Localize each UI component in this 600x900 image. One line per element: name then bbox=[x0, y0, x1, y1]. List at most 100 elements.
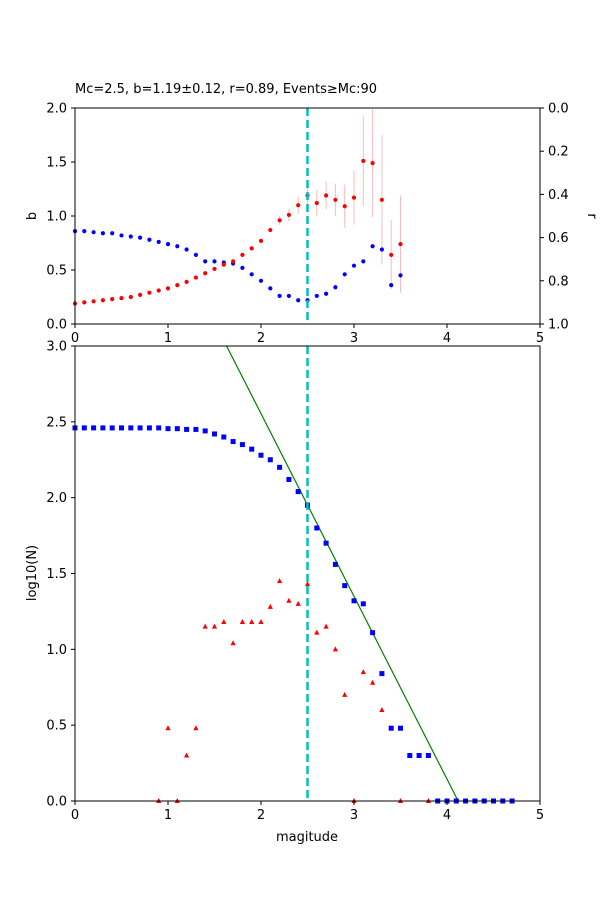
noncumulative-count-point bbox=[249, 619, 255, 625]
cumulative-count-point bbox=[398, 725, 403, 731]
noncumulative-count-point bbox=[360, 669, 366, 675]
r-point bbox=[175, 244, 180, 249]
r-point bbox=[314, 293, 319, 299]
b-value-point bbox=[268, 227, 273, 233]
cumulative-count-point bbox=[258, 452, 264, 458]
r-point bbox=[82, 229, 87, 234]
cumulative-count-point bbox=[91, 425, 97, 431]
b-value-point bbox=[203, 271, 208, 276]
top-y-right-tick-label: 0.4 bbox=[548, 188, 569, 203]
r-point bbox=[296, 298, 301, 303]
r-point bbox=[277, 293, 282, 299]
cumulative-count-point bbox=[202, 428, 208, 434]
noncumulative-count-point bbox=[314, 629, 320, 635]
top-data-points bbox=[72, 108, 403, 324]
bottom-y-tick-label: 1.5 bbox=[46, 567, 67, 582]
cumulative-count-point bbox=[267, 457, 273, 463]
b-value-point bbox=[212, 266, 217, 272]
cumulative-count-point bbox=[165, 426, 171, 432]
top-x-tick-label: 0 bbox=[71, 331, 79, 346]
top-x-tick-label: 5 bbox=[536, 331, 544, 346]
cumulative-count-point bbox=[342, 583, 348, 589]
cumulative-count-point bbox=[100, 425, 106, 431]
b-value-point bbox=[249, 246, 254, 251]
bottom-y-tick-label: 3.0 bbox=[46, 340, 67, 355]
r-point bbox=[100, 231, 105, 236]
r-point bbox=[249, 272, 254, 277]
r-point bbox=[91, 230, 96, 235]
b-value-panel: Mc=2.5, b=1.19±0.12, r=0.89, Events≥Mc:9… bbox=[25, 82, 599, 346]
b-value-point bbox=[314, 200, 319, 206]
b-value-point bbox=[138, 292, 143, 297]
top-y-axis-label: b bbox=[25, 212, 40, 220]
cumulative-count-point bbox=[286, 476, 292, 482]
b-value-point bbox=[379, 197, 384, 202]
cumulative-count-point bbox=[379, 671, 385, 677]
noncumulative-count-point bbox=[267, 603, 273, 609]
b-value-point bbox=[370, 160, 375, 166]
b-value-point bbox=[156, 288, 161, 293]
cumulative-count-point bbox=[360, 601, 366, 607]
bottom-y-tick-label: 2.5 bbox=[46, 415, 67, 430]
b-value-point bbox=[184, 279, 189, 284]
r-point bbox=[240, 265, 245, 270]
r-point bbox=[110, 231, 115, 236]
noncumulative-count-point bbox=[332, 646, 338, 652]
r-point bbox=[138, 235, 143, 240]
top-y-right-tick-label: 0.0 bbox=[548, 102, 569, 117]
r-point bbox=[258, 278, 264, 283]
noncumulative-count-point bbox=[286, 597, 292, 603]
cumulative-count-point bbox=[230, 439, 236, 445]
bottom-x-axis-label: magitude bbox=[276, 830, 338, 845]
r-point bbox=[128, 234, 133, 239]
cumulative-count-point bbox=[193, 426, 199, 432]
cumulative-count-point bbox=[277, 464, 283, 470]
cumulative-count-point bbox=[314, 525, 320, 531]
b-value-point bbox=[333, 197, 338, 202]
top-x-tick-label: 4 bbox=[443, 331, 451, 346]
cumulative-count-point bbox=[137, 425, 143, 431]
b-value-point bbox=[82, 300, 87, 305]
top-y-axis-right-label: r bbox=[584, 213, 599, 219]
r-point bbox=[193, 252, 198, 257]
top-y-right-tick-label: 1.0 bbox=[548, 318, 569, 333]
r-point bbox=[379, 247, 384, 252]
cumulative-count-point bbox=[249, 446, 255, 452]
r-point bbox=[351, 263, 357, 268]
b-value-point bbox=[119, 295, 124, 301]
bottom-x-tick-label: 5 bbox=[536, 808, 544, 823]
top-y-tick-label: 0.5 bbox=[46, 264, 67, 279]
bottom-data-points bbox=[72, 345, 515, 804]
noncumulative-count-point bbox=[342, 691, 348, 697]
top-y-right-tick-label: 0.2 bbox=[548, 145, 569, 160]
b-value-point bbox=[351, 195, 357, 200]
noncumulative-count-point bbox=[230, 640, 236, 646]
b-value-point bbox=[165, 286, 171, 291]
top-chart-title: Mc=2.5, b=1.19±0.12, r=0.89, Events≥Mc:9… bbox=[75, 82, 377, 97]
b-value-point bbox=[193, 275, 198, 280]
b-value-point bbox=[221, 262, 226, 267]
b-value-point bbox=[128, 294, 133, 300]
cumulative-count-point bbox=[239, 442, 245, 448]
cumulative-count-point bbox=[425, 753, 431, 758]
r-point bbox=[342, 272, 347, 277]
r-point bbox=[147, 237, 152, 242]
cumulative-count-point bbox=[81, 425, 87, 431]
noncumulative-count-point bbox=[379, 707, 385, 712]
b-value-point bbox=[110, 297, 115, 302]
cumulative-count-point bbox=[174, 426, 180, 432]
noncumulative-count-point bbox=[323, 623, 329, 629]
cumulative-count-point bbox=[128, 425, 134, 431]
top-y-right-tick-label: 0.8 bbox=[548, 274, 569, 289]
cumulative-count-point bbox=[295, 489, 301, 495]
r-point bbox=[165, 241, 171, 247]
b-value-point bbox=[147, 290, 152, 295]
cumulative-count-point bbox=[370, 630, 376, 636]
b-value-point bbox=[240, 252, 245, 257]
b-value-point bbox=[100, 298, 105, 303]
b-value-point bbox=[342, 204, 347, 209]
r-point bbox=[286, 293, 291, 299]
bottom-y-tick-label: 2.0 bbox=[46, 491, 67, 506]
noncumulative-count-point bbox=[295, 600, 301, 606]
